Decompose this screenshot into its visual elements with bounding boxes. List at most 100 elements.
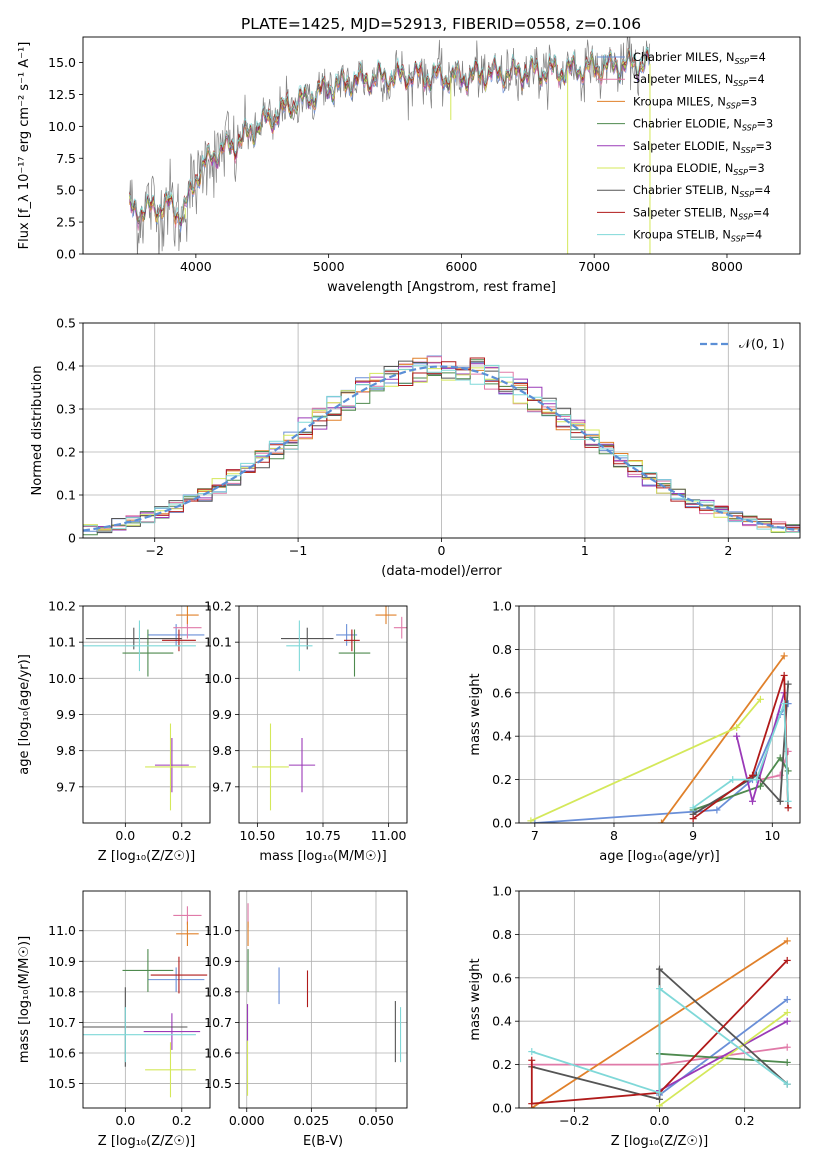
axes-frame (82, 890, 211, 1109)
legend-label: Salpeter ELODIE, NSSP=3 (633, 140, 772, 155)
point-kroupa_stelib (83, 620, 196, 672)
legend-label-main: Chabrier STELIB, N (633, 184, 739, 197)
y-axis-label: mass [log₁₀(M/M☉)] (17, 936, 32, 1063)
legend-label-sub: SSP (738, 212, 753, 221)
x-tick-label: 10.50 (239, 828, 275, 843)
axes-frame (238, 605, 408, 824)
y-tick-label: 0.6 (492, 685, 512, 700)
x-tick-label: 0.2 (172, 1113, 192, 1128)
series-chabrier_miles (656, 996, 791, 1099)
axes-residuals: −2 −1 0 1 2 0 0.1 0.2 0.3 0.4 0.5 (data-model)/erro… (30, 316, 801, 579)
point-chabrier_miles (336, 624, 358, 646)
legend-label: Kroupa MILES, NSSP=3 (633, 95, 757, 110)
x-tick-label: 0.2 (172, 828, 192, 843)
x-tick-label: 10.75 (305, 828, 341, 843)
legend-label-tail: =4 (754, 184, 771, 197)
y-tick-label: 0.4 (492, 729, 512, 744)
y-axis-label: Normed distribution (30, 366, 45, 496)
point-salpeter_miles (393, 616, 407, 639)
legend-label-tail: =3 (757, 118, 774, 131)
y-tick-label: 10.5 (48, 1076, 76, 1091)
x-tick-label: −0.2 (559, 1113, 589, 1128)
legend-label: Kroupa ELODIE, NSSP=3 (633, 162, 765, 177)
y-tick-label: 1.0 (492, 599, 512, 614)
x-axis-label: age [log₁₀(age/yr)] (599, 849, 720, 864)
plot-area-massweight_vs_age (527, 652, 792, 823)
series-line (692, 756, 789, 811)
x-tick-label: 0.0 (650, 1113, 670, 1128)
point-salpeter_stelib (150, 956, 208, 994)
axes-age_vs_Z: 0.0 0.2 9.7 9.8 9.9 10.0 10.1 10.2 Z [log₁₀(Z/Z☉… (17, 599, 211, 864)
y-axis-label: mass weight (468, 673, 483, 755)
x-tick-label: 4000 (180, 259, 212, 274)
x-tick-label: 0.025 (293, 1113, 329, 1128)
y-tick-label: 9.7 (212, 779, 232, 794)
x-axis-label: E(B-V) (303, 1134, 343, 1149)
y-tick-label: 11.0 (48, 923, 76, 938)
y-tick-label: 10.9 (204, 954, 232, 969)
legend-label-sub: SSP (733, 79, 748, 88)
plot-area-spectrum (129, 37, 651, 254)
x-tick-label: −1 (289, 543, 307, 558)
point-kroupa_miles (375, 606, 397, 625)
x-tick-label: 0.2 (735, 1113, 755, 1128)
point-salpeter_elodie (288, 738, 316, 793)
y-tick-label: 10.1 (204, 635, 232, 650)
y-tick-label: 7.5 (56, 151, 76, 166)
x-tick-label: 0.000 (229, 1113, 265, 1128)
series-line (658, 1011, 788, 1107)
series-line (659, 1020, 788, 1092)
legend-label-sub: SSP (741, 146, 756, 155)
y-tick-label: 0.0 (492, 1101, 512, 1116)
axes-spectrum: 4000 5000 6000 7000 8000 0.0 2.5 5.0 7.5 10.0 12.5… (17, 36, 801, 295)
x-tick-label: 10 (764, 828, 780, 843)
legend-label-main: Kroupa ELODIE, N (633, 162, 733, 175)
x-tick-label: 0 (438, 543, 446, 558)
y-tick-label: 0.8 (492, 642, 512, 657)
legend-label-sub: SSP (739, 190, 754, 199)
y-tick-label: 9.7 (56, 779, 76, 794)
y-tick-label: 15.0 (48, 55, 76, 70)
plot-area-age_vs_Z (83, 606, 205, 811)
spectrum-model-salpeter_stelib (129, 48, 651, 222)
y-tick-label: 0 (68, 531, 76, 546)
spectrum-model-salpeter_elodie (129, 49, 651, 227)
y-tick-label: 2.5 (56, 215, 76, 230)
point-salpeter_stelib (162, 629, 196, 652)
y-tick-label: 10.2 (48, 599, 76, 614)
legend-label-sub: SSP (742, 124, 757, 133)
y-tick-label: 10.7 (204, 1015, 232, 1030)
legend-label-tail: =4 (749, 51, 766, 64)
y-tick-label: 9.8 (56, 743, 76, 758)
legend-label-sub: SSP (734, 57, 749, 66)
spectrum-data-line (129, 37, 651, 254)
x-tick-label: 9 (689, 828, 697, 843)
legend-label: Salpeter STELIB, NSSP=4 (633, 206, 770, 221)
point-kroupa_elodie (145, 723, 196, 811)
point-chabrier_elodie (122, 949, 174, 992)
axes-frame (518, 890, 801, 1109)
x-axis-label: Z [log₁₀(Z/Z☉)] (611, 1134, 708, 1149)
x-tick-label: −2 (145, 543, 163, 558)
y-axis-label: age [log₁₀(age/yr)] (17, 654, 32, 775)
plot-area-mass_vs_Z (83, 906, 208, 1098)
x-axis-label: Z [log₁₀(Z/Z☉)] (98, 1134, 195, 1149)
y-tick-label: 0.3 (56, 402, 76, 417)
x-tick-label: 7 (531, 828, 539, 843)
plot-area-age_vs_mass (252, 606, 407, 811)
axes-age_vs_mass: 10.50 10.75 11.00 9.7 9.8 9.9 10.0 10.1 10.2 mass… (204, 599, 408, 864)
series-line (531, 986, 788, 1095)
x-tick-label: 7000 (578, 259, 610, 274)
legend-label-sub: SSP (726, 101, 741, 110)
legend-label-tail: =3 (741, 95, 758, 108)
legend-label-sub: SSP (731, 235, 746, 244)
y-tick-label: 10.0 (204, 671, 232, 686)
legend-label: Kroupa STELIB, NSSP=4 (633, 229, 762, 244)
legend-label: Chabrier ELODIE, NSSP=3 (633, 118, 773, 133)
plot-area-massweight_vs_Z (528, 937, 791, 1108)
legend-label-sub: SSP (733, 168, 748, 177)
legend-label-tail: =4 (748, 73, 765, 86)
x-axis-label: mass [log₁₀(M/M☉)] (259, 849, 386, 864)
